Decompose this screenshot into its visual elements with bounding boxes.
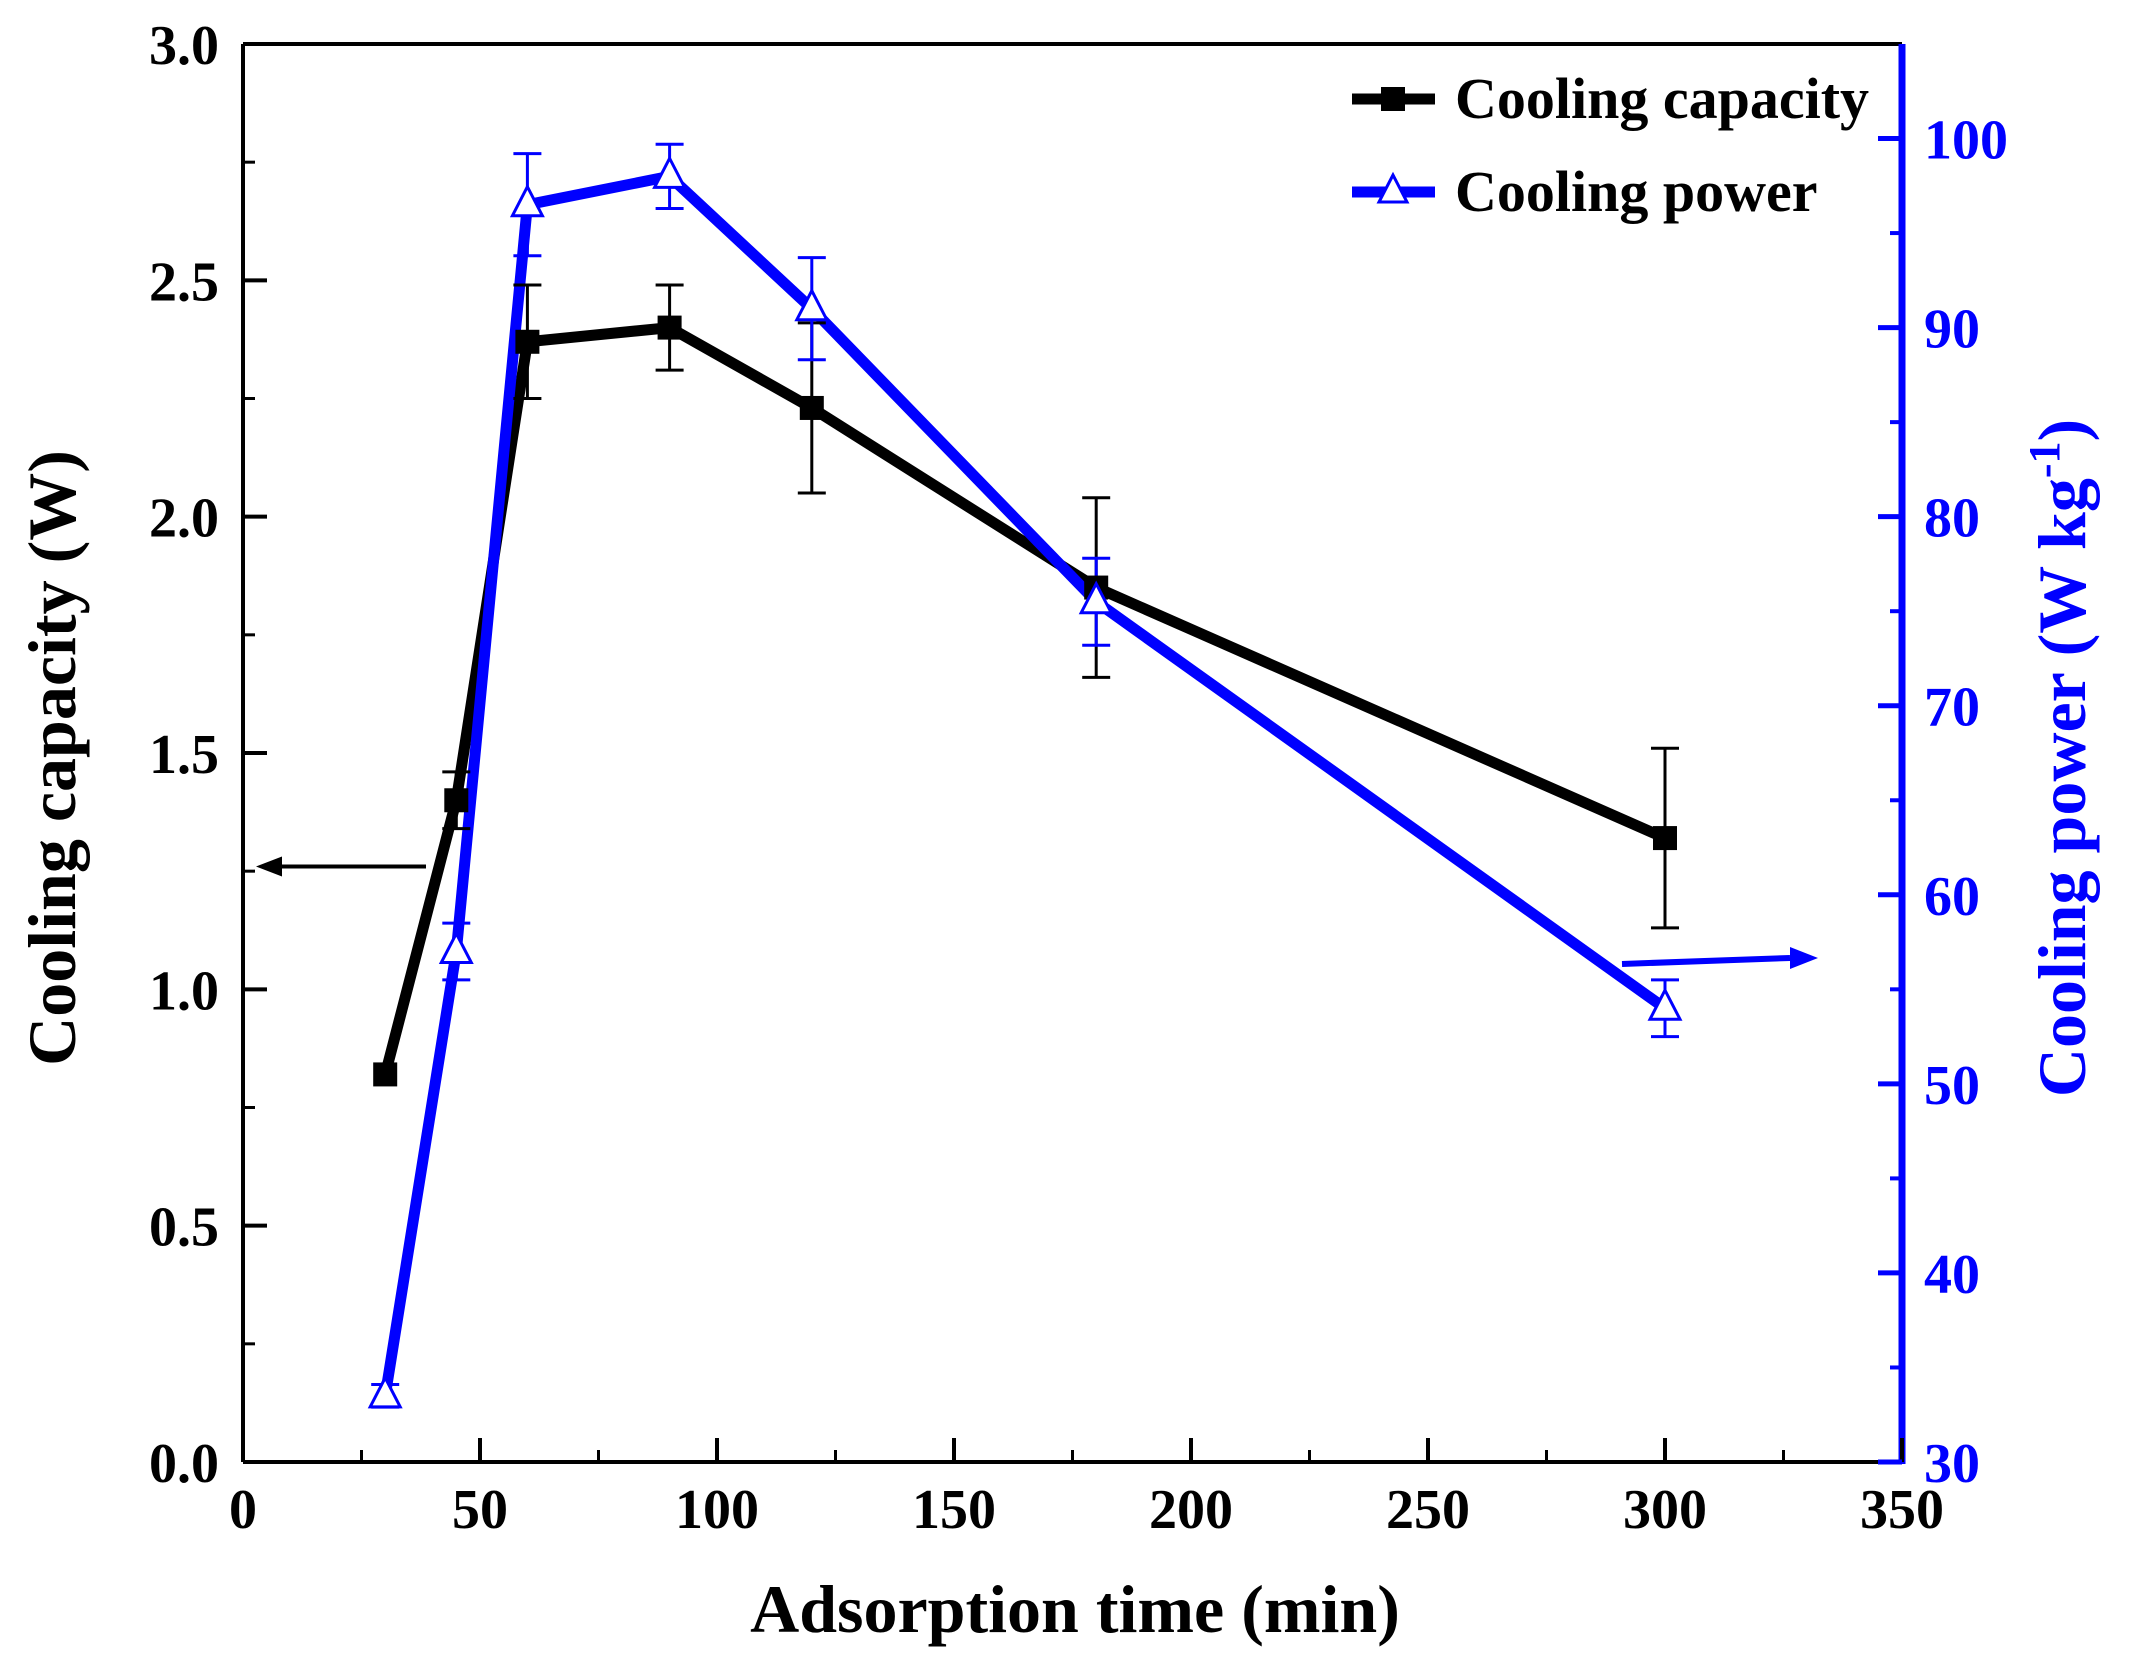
point-cooling-power-300 (1647, 986, 1683, 1021)
point-cooling-power-90 (652, 155, 688, 189)
x-axis-title: Adsorption time (min) (750, 1571, 1400, 1647)
y-left-tick-label-2.0: 2.0 (149, 488, 219, 550)
y-right-axis-title-sup: -1 (2020, 441, 2069, 478)
point-cooling-capacity-45 (444, 788, 469, 813)
y-right-axis-title: Cooling power (W kg-1) (2020, 419, 2100, 1097)
y-right-tick-label-60: 60 (1924, 866, 1980, 928)
x-tick-label-250: 250 (1386, 1479, 1470, 1541)
y-right-tick-label-70: 70 (1924, 677, 1980, 739)
markers (367, 155, 1683, 1409)
annotations (256, 856, 1818, 969)
series-line-cooling-capacity (379, 321, 1668, 1076)
y-right-tick-label-100: 100 (1924, 110, 2008, 172)
x-tick-label-350: 350 (1860, 1479, 1944, 1541)
y-left-axis-title: Cooling capacity (W) (14, 450, 90, 1066)
x-tick-label-50: 50 (452, 1479, 508, 1541)
x-tick-label-150: 150 (912, 1479, 996, 1541)
point-cooling-capacity-30 (373, 1062, 398, 1087)
arrow-right-head (1790, 946, 1818, 969)
y-right-tick-label-80: 80 (1924, 488, 1980, 550)
y-left-tick-label-1.5: 1.5 (149, 724, 219, 786)
point-cooling-power-60 (509, 183, 545, 218)
y-right-tick-label-40: 40 (1924, 1244, 1980, 1306)
y-right-axis-title-main: Cooling power (W kg (2024, 478, 2100, 1097)
legend-label-cooling-capacity: Cooling capacity (1455, 66, 1869, 131)
point-cooling-power-180 (1078, 580, 1114, 615)
y-left-tick-label-1.0: 1.0 (149, 960, 219, 1022)
ticks: 0 50 100 150 200 250 300 350 0.0 0.5 1.0 1.5 2.0 2.5 3… (149, 15, 2008, 1541)
series-lines (379, 170, 1669, 1397)
x-tick-label-200: 200 (1149, 1479, 1233, 1541)
x-tick-label-300: 300 (1623, 1479, 1707, 1541)
legend-marker-cooling-capacity (1381, 87, 1405, 111)
axes (241, 42, 1906, 1464)
y-right-tick-label-50: 50 (1924, 1055, 1980, 1117)
legend-marker-cooling-power (1376, 171, 1410, 204)
legend: Cooling capacity Cooling power (1352, 66, 1869, 224)
y-right-tick-label-90: 90 (1924, 299, 1980, 361)
arrow-left-head (256, 856, 282, 877)
point-cooling-power-45 (438, 930, 474, 965)
y-left-tick-label-2.5: 2.5 (149, 251, 219, 313)
y-left-tick-label-0.5: 0.5 (149, 1197, 219, 1259)
legend-label-cooling-power: Cooling power (1455, 159, 1818, 224)
point-cooling-power-120 (794, 287, 830, 322)
y-left-tick-label-0.0: 0.0 (149, 1433, 219, 1495)
y-right-axis-title-close: ) (2024, 419, 2100, 442)
x-tick-label-100: 100 (675, 1479, 759, 1541)
y-left-tick-label-3.0: 3.0 (149, 15, 219, 77)
arrow-right-line (1621, 954, 1791, 967)
point-cooling-capacity-60 (515, 329, 540, 354)
point-cooling-capacity-300 (1653, 826, 1677, 851)
y-right-tick-label-30: 30 (1924, 1433, 1980, 1495)
series-line-cooling-power (379, 170, 1669, 1397)
point-cooling-capacity-120 (799, 395, 824, 420)
point-cooling-capacity-90 (657, 315, 682, 340)
x-tick-label-0: 0 (229, 1479, 257, 1541)
point-cooling-power-30 (367, 1374, 403, 1409)
